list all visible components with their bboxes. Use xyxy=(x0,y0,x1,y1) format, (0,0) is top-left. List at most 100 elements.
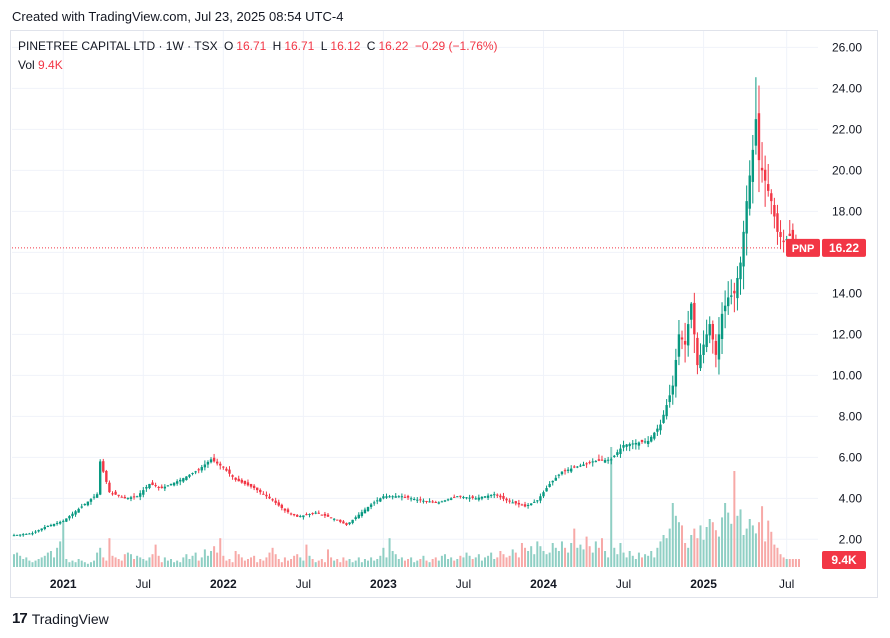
candle-body xyxy=(25,533,28,535)
price-badges: PNP 16.22 9.4K xyxy=(786,238,866,569)
candle-body xyxy=(462,496,465,498)
candle-body xyxy=(308,514,311,516)
volume-bar xyxy=(502,554,505,567)
candle-body xyxy=(111,493,114,495)
volume-value: 9.4K xyxy=(38,58,63,72)
ohlc-legend: PINETREE CAPITAL LTD · 1W · TSX O 16.71 H… xyxy=(18,39,501,53)
candle-body xyxy=(446,499,450,501)
volume-bar xyxy=(80,560,83,567)
volume-bar xyxy=(641,557,643,567)
volume-label[interactable]: Vol xyxy=(18,58,35,72)
candle-body xyxy=(40,528,43,531)
tradingview-footer[interactable]: 17 TradingView xyxy=(12,610,109,627)
volume-bar xyxy=(696,538,699,567)
volume-bar xyxy=(179,562,182,567)
volume-bar xyxy=(484,557,486,567)
volume-bar xyxy=(745,528,748,567)
candle-body xyxy=(105,470,108,482)
candle-body xyxy=(505,498,508,501)
time-tick-label: Jul xyxy=(456,577,471,591)
candle-body xyxy=(188,474,191,477)
volume-bar xyxy=(554,547,557,567)
volume-bar xyxy=(290,559,293,567)
candle-body xyxy=(425,501,428,503)
volume-bar xyxy=(647,555,650,567)
candle-body xyxy=(219,463,222,466)
volume-bar xyxy=(711,522,714,567)
candle-body xyxy=(662,414,665,423)
volume-bar xyxy=(742,535,745,567)
candle-body xyxy=(228,469,231,474)
candle-body xyxy=(305,514,308,516)
volume-bar xyxy=(450,557,453,567)
candle-body xyxy=(345,523,348,525)
volume-bar xyxy=(751,525,754,567)
volume-bar xyxy=(194,552,197,567)
price-tick-label: 18.00 xyxy=(832,204,862,218)
volume-bar xyxy=(591,552,594,567)
candle-body xyxy=(268,496,271,499)
volume-bar xyxy=(228,559,231,567)
volume-bar xyxy=(206,555,209,567)
candle-body xyxy=(726,297,730,307)
time-tick-label: Jul xyxy=(779,577,794,591)
volume-bar xyxy=(311,559,314,567)
volume-bar xyxy=(336,559,339,567)
price-axis: 26.0024.0022.0020.0018.0016.0014.0012.00… xyxy=(832,40,862,546)
candle-body xyxy=(489,494,493,496)
candle-body xyxy=(209,459,213,463)
candle-body xyxy=(314,512,317,514)
volume-bar xyxy=(693,528,696,567)
candle-body xyxy=(108,482,111,493)
volume-bar xyxy=(96,552,99,567)
volume-legend: Vol 9.4K xyxy=(18,58,63,72)
chart-pane[interactable] xyxy=(10,30,878,598)
candle-body xyxy=(366,507,370,511)
candle-body xyxy=(323,513,327,516)
candle-body xyxy=(194,471,197,473)
volume-bar xyxy=(557,551,560,567)
volume-bar xyxy=(779,554,782,567)
volume-bar xyxy=(533,554,536,567)
candle-body xyxy=(28,533,31,535)
volume-bar xyxy=(739,509,742,567)
volume-bar xyxy=(345,560,348,567)
candle-body xyxy=(302,515,305,518)
candle-body xyxy=(514,501,517,504)
volume-badge-text: 9.4K xyxy=(831,553,857,567)
volume-bar xyxy=(173,562,176,567)
candle-body xyxy=(508,500,511,502)
volume-bar xyxy=(462,557,465,567)
volume-bar xyxy=(761,506,764,567)
volume-bar xyxy=(34,560,37,567)
candle-body xyxy=(523,504,527,507)
time-tick-label: Jul xyxy=(616,577,631,591)
volume-bar xyxy=(160,562,163,567)
volume-bar xyxy=(111,555,114,567)
volume-bar xyxy=(764,541,767,567)
candle-body xyxy=(89,499,93,502)
volume-bar xyxy=(74,562,77,567)
candle-body xyxy=(665,405,668,417)
volume-bar xyxy=(576,547,579,567)
volume-bar xyxy=(699,525,702,567)
candle-body xyxy=(502,495,505,499)
volume-bar xyxy=(16,552,19,567)
volume-bar xyxy=(250,557,253,567)
volume-bar xyxy=(373,560,376,567)
price-tick-label: 8.00 xyxy=(839,409,863,423)
candle-body xyxy=(222,466,225,468)
candle-body xyxy=(154,485,157,487)
candle-body xyxy=(717,334,721,360)
candle-body xyxy=(440,501,444,503)
symbol-label[interactable]: PINETREE CAPITAL LTD · 1W · TSX xyxy=(18,39,218,53)
volume-bar xyxy=(681,525,684,567)
candle-body xyxy=(163,486,167,489)
volume-bar xyxy=(268,552,271,567)
candle-body xyxy=(43,527,46,530)
candle-body xyxy=(702,344,705,355)
candle-body xyxy=(714,340,718,355)
open-value: 16.71 xyxy=(236,39,267,53)
volume-bar xyxy=(53,557,56,567)
